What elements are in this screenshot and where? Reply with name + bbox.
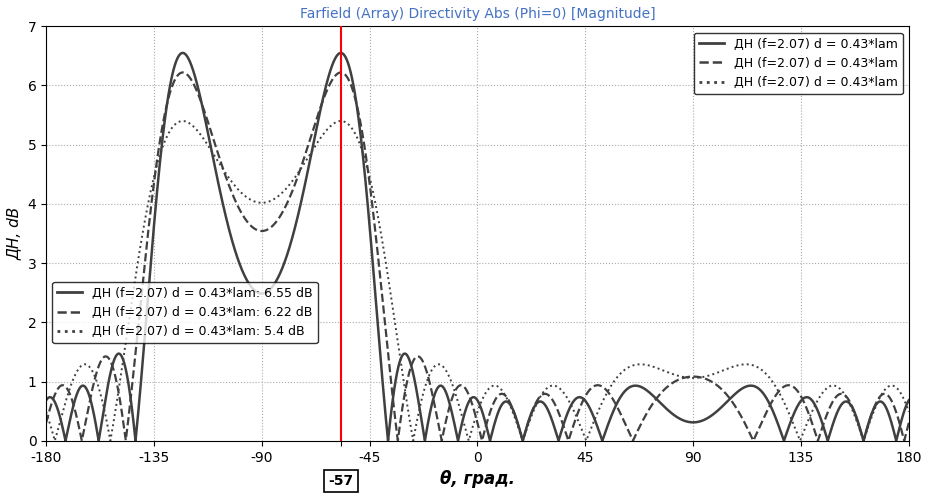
Legend: ДН (f=2.07) d = 0.43*lam: 6.55 dB, ДН (f=2.07) d = 0.43*lam: 6.22 dB, ДН (f=2.07: ДН (f=2.07) d = 0.43*lam: 6.55 dB, ДН (f… [52,282,317,344]
Text: -57: -57 [328,474,353,488]
X-axis label: θ, град.: θ, град. [440,470,514,488]
Y-axis label: ДН, dB: ДН, dB [6,207,22,260]
Title: Farfield (Array) Directivity Abs (Phi=0) [Magnitude]: Farfield (Array) Directivity Abs (Phi=0)… [300,7,654,21]
